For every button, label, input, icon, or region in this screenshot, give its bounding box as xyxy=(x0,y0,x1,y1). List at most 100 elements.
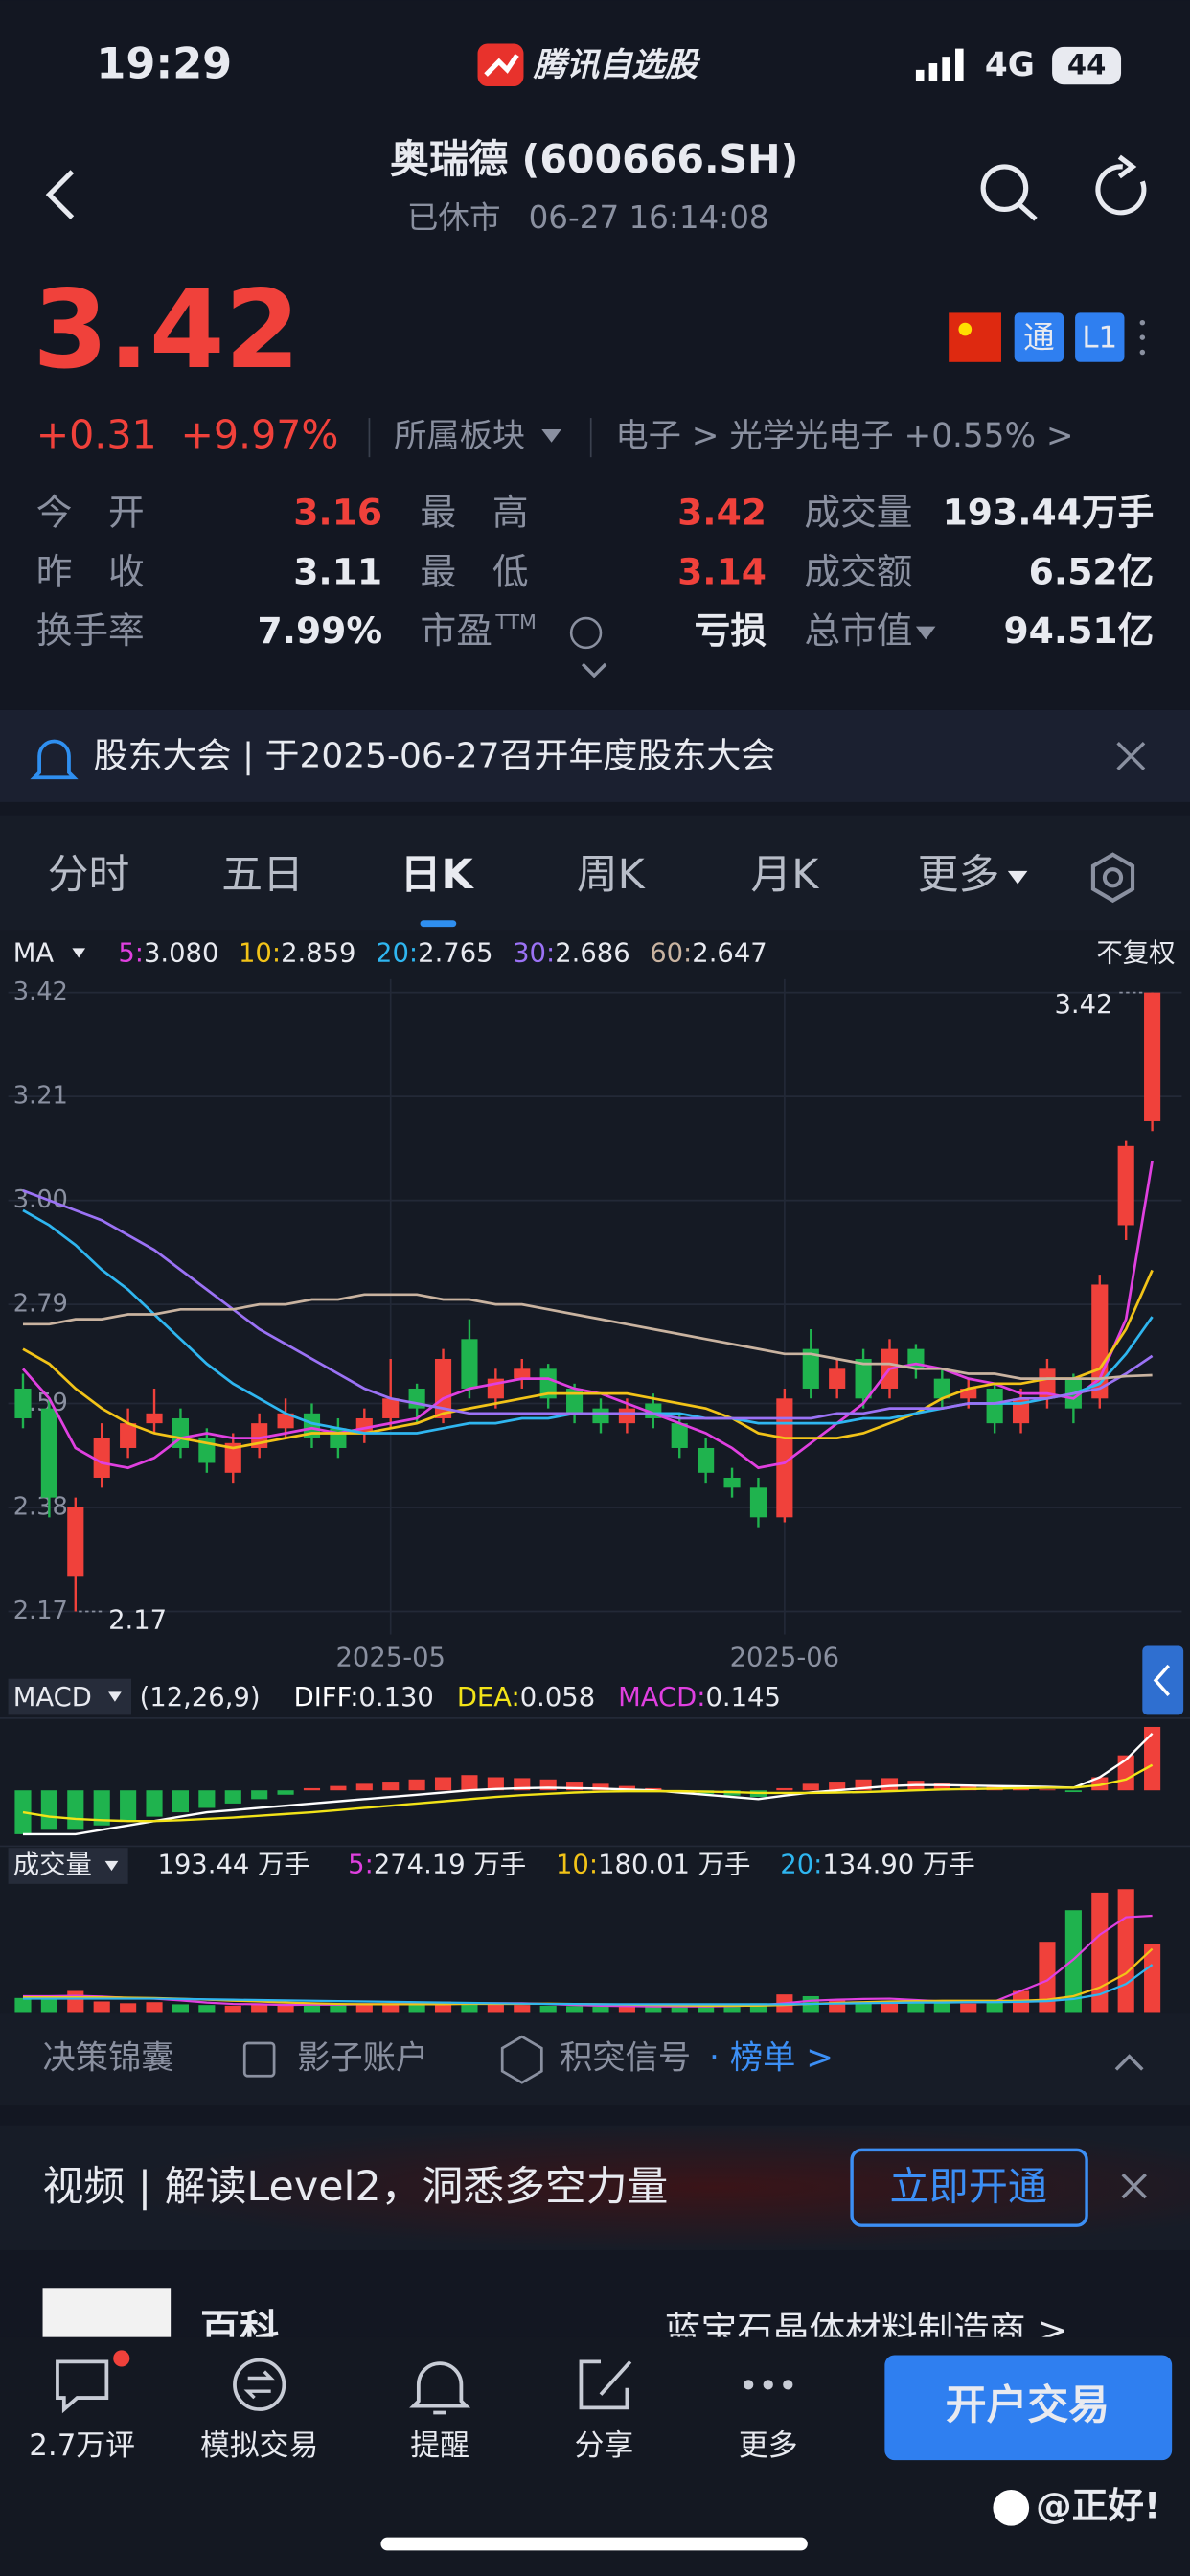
open-account-text[interactable]: 开户交易 xyxy=(946,2381,1110,2429)
candle-body xyxy=(749,1487,767,1518)
nav-icon xyxy=(744,2380,754,2390)
y-tick-label: 3.21 xyxy=(13,1082,68,1111)
stat-label: 成交量 xyxy=(804,492,912,534)
tab[interactable]: 日K xyxy=(400,851,475,899)
tool[interactable]: 积突信号 xyxy=(560,2039,691,2078)
badge-text: 通 xyxy=(1023,319,1055,356)
badge-dot xyxy=(113,2350,130,2367)
badge-text: L1 xyxy=(1082,320,1117,355)
nav-label[interactable]: 分享 xyxy=(575,2428,634,2463)
ma-legend: 5: 3.080 10: 2.859 20: 2.765 30: 2.686 60: 2.647 xyxy=(118,939,767,969)
tab[interactable]: 五日 xyxy=(221,851,304,899)
stat-value: 7.99% xyxy=(257,610,382,652)
nav-label[interactable]: 提醒 xyxy=(410,2428,469,2463)
stat-value: 94.51亿 xyxy=(1003,610,1154,652)
stat-label: 最 低 xyxy=(421,550,529,592)
candle-body xyxy=(1144,992,1161,1121)
dropdown-arrow xyxy=(104,1860,119,1872)
flag-badge xyxy=(949,312,1001,362)
volume-bar xyxy=(960,2003,977,2012)
search-button[interactable] xyxy=(980,164,1038,221)
volume-bar xyxy=(1064,1910,1082,2012)
macd-bar xyxy=(566,1782,584,1791)
notice-text[interactable]: 股东大会 | 于2025-06-27召开年度股东大会 xyxy=(94,737,776,776)
x-tick-label: 2025-06 xyxy=(730,1644,839,1673)
open-account-button[interactable] xyxy=(884,2355,1173,2461)
collapse-button[interactable] xyxy=(1114,2054,1144,2071)
nav-label[interactable]: 2.7万评 xyxy=(29,2428,135,2463)
ad-button-text[interactable]: 立即开通 xyxy=(890,2163,1047,2209)
volume-bar xyxy=(671,2006,688,2012)
candle-body xyxy=(776,1398,793,1518)
stat-value: 6.52亿 xyxy=(1029,550,1155,592)
volume-bar xyxy=(881,2000,899,2012)
expand-arrow[interactable] xyxy=(581,662,607,678)
tool[interactable]: 决策锦囊 xyxy=(43,2039,174,2078)
candle-body xyxy=(67,1506,84,1577)
sector-path[interactable]: 电子 > 光学光电子 +0.55% > xyxy=(615,417,1073,455)
nav-icon xyxy=(763,2380,773,2390)
settings-button[interactable] xyxy=(1090,852,1135,904)
volume-bar xyxy=(1144,1944,1161,2012)
volume-bar xyxy=(592,2006,609,2012)
nav-label[interactable]: 模拟交易 xyxy=(200,2428,318,2463)
info-icon[interactable] xyxy=(569,616,603,650)
tool-link[interactable]: · 榜单 > xyxy=(709,2039,834,2078)
dropdown-arrow xyxy=(541,429,561,443)
close-notice[interactable] xyxy=(1116,742,1146,770)
candle-body xyxy=(723,1477,741,1488)
tab[interactable]: 周K xyxy=(577,851,646,899)
nav-label[interactable]: 更多 xyxy=(739,2428,798,2463)
ad-button[interactable] xyxy=(850,2148,1088,2227)
market-status: 已休市 xyxy=(407,199,501,236)
macd-label[interactable]: MACD xyxy=(13,1683,92,1713)
volume-ma-line xyxy=(22,1964,1154,2006)
macd-bar xyxy=(120,1790,137,1822)
ma-label[interactable]: MA xyxy=(13,939,55,969)
macd-bar xyxy=(1039,1789,1056,1791)
macd-bar xyxy=(251,1790,268,1800)
candle-body xyxy=(698,1447,715,1473)
back-button[interactable] xyxy=(45,170,75,219)
macd-line xyxy=(22,1763,1154,1823)
tab-bar xyxy=(0,815,1190,931)
tab[interactable]: 月K xyxy=(750,851,819,899)
macd-bar xyxy=(881,1778,899,1791)
volume-bar xyxy=(251,2004,268,2012)
volume-bar xyxy=(618,2006,635,2012)
macd-bar xyxy=(330,1785,347,1791)
tool[interactable]: 影子账户 xyxy=(297,2039,428,2078)
tool-icon xyxy=(500,2035,543,2084)
adjust-mode[interactable]: 不复权 xyxy=(1096,939,1175,969)
more-dots[interactable] xyxy=(1139,319,1146,356)
stat-value: 亏损 xyxy=(695,610,767,652)
volume-label[interactable]: 成交量 xyxy=(13,1851,92,1880)
volume-bar xyxy=(434,2001,452,2012)
stock-title: 奥瑞德 (600666.SH) xyxy=(390,136,798,182)
tab[interactable]: 更多 xyxy=(918,851,1000,899)
nav-icon xyxy=(56,2359,109,2414)
watermark: @正好! xyxy=(1036,2484,1160,2526)
clock: 19:29 xyxy=(96,38,232,88)
candle-body xyxy=(802,1348,819,1389)
refresh-button[interactable] xyxy=(1095,154,1147,216)
tab[interactable]: 分时 xyxy=(48,851,130,899)
close-ad[interactable] xyxy=(1121,2173,1147,2199)
candle-body xyxy=(277,1413,294,1429)
min-label: 2.17 xyxy=(108,1605,167,1635)
macd-bar xyxy=(14,1790,32,1834)
timestamp: 06-27 16:14:08 xyxy=(529,199,769,236)
candle-body xyxy=(120,1423,137,1448)
nav-icon xyxy=(579,2359,632,2410)
home-indicator xyxy=(380,2537,808,2551)
candle-body xyxy=(461,1339,478,1389)
side-panel-tab[interactable] xyxy=(1142,1645,1184,1715)
ad-banner xyxy=(0,2125,1190,2250)
watermark-icon xyxy=(993,2489,1030,2526)
candle-body xyxy=(93,1438,110,1478)
sector-menu[interactable]: 所属板块 xyxy=(394,417,525,455)
candle-body xyxy=(1039,1368,1056,1399)
legend-name: 10: xyxy=(239,939,281,969)
